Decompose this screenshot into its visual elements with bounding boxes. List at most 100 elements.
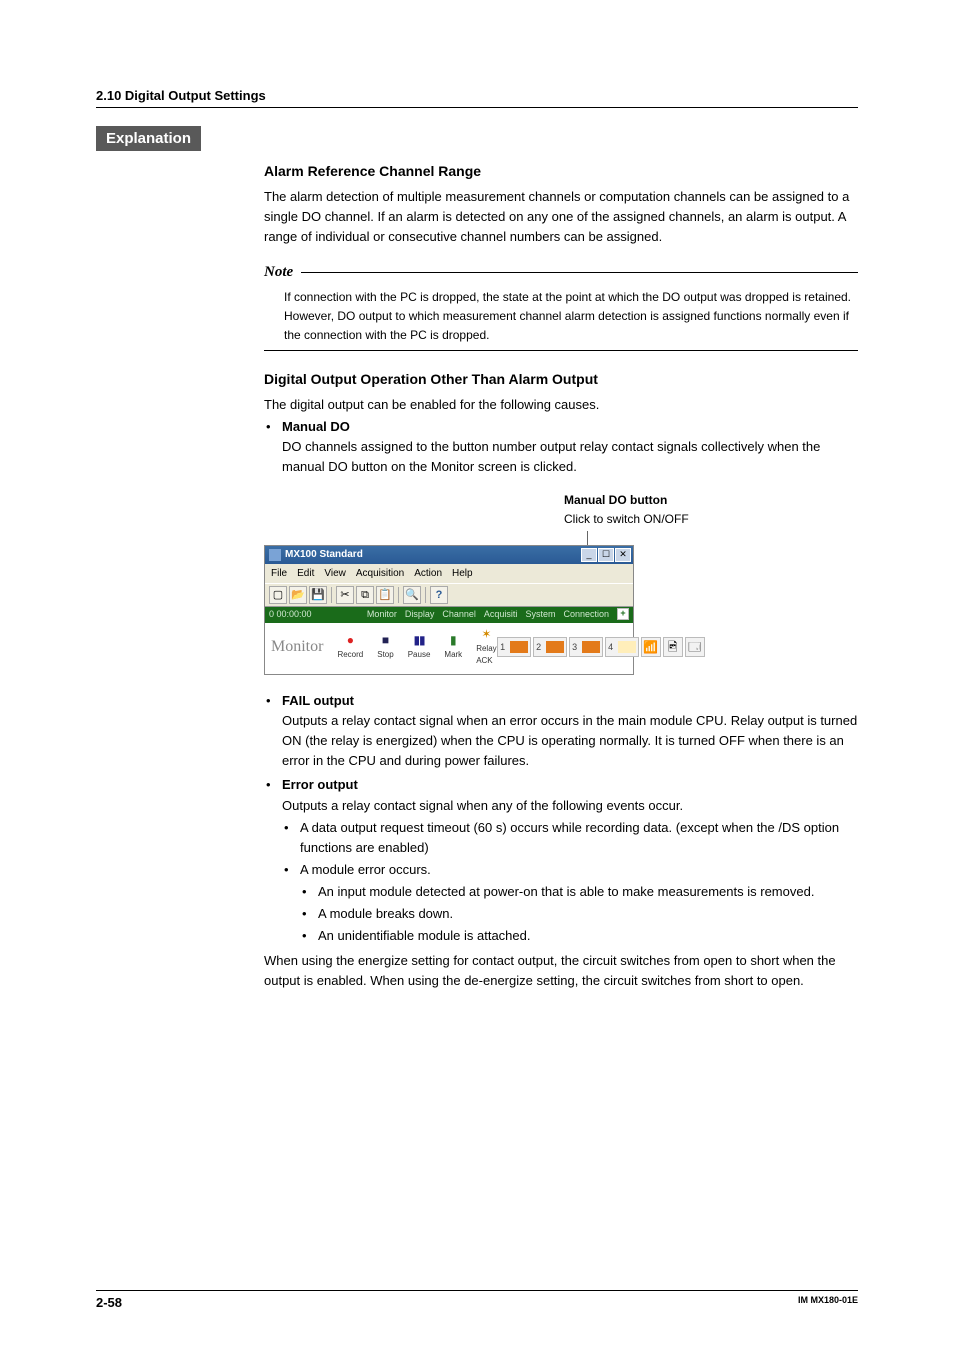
record-icon: ● xyxy=(343,633,357,647)
paste-icon[interactable]: 📋 xyxy=(376,586,394,604)
open-icon[interactable]: 📂 xyxy=(289,586,307,604)
page-number: 2-58 xyxy=(96,1295,122,1310)
window-controls: _ ☐ ✕ xyxy=(581,548,631,562)
close-button[interactable]: ✕ xyxy=(615,548,631,562)
error-lead: Outputs a relay contact signal when any … xyxy=(282,796,858,816)
mark-button[interactable]: ▮ Mark xyxy=(444,633,462,661)
relay-ack-button[interactable]: ✶ Relay ACK xyxy=(476,627,496,668)
monitor-row: Monitor ● Record ■ Stop ▮▮ Pause ▮ xyxy=(265,623,633,674)
alarm-ref-body: The alarm detection of multiple measurem… xyxy=(264,187,858,247)
menu-view[interactable]: View xyxy=(324,566,346,582)
error-module-label: A module error occurs. xyxy=(300,862,431,877)
pause-label: Pause xyxy=(408,649,431,661)
doc-id: IM MX180-01E xyxy=(798,1295,858,1310)
tab-monitor[interactable]: Monitor xyxy=(367,608,397,622)
record-label: Record xyxy=(337,649,363,661)
fail-body: Outputs a relay contact signal when an e… xyxy=(282,711,858,771)
toolbar: ▢ 📂 💾 ✂ ⧉ 📋 🔍 ? xyxy=(265,583,633,607)
energize-paragraph: When using the energize setting for cont… xyxy=(264,951,858,991)
error-output-item: Error output Outputs a relay contact sig… xyxy=(264,775,858,946)
manual-do-list: Manual DO DO channels assigned to the bu… xyxy=(264,417,858,477)
error-sub-breaks: A module breaks down. xyxy=(300,904,858,924)
tab-acquisition[interactable]: Acquisiti xyxy=(484,608,518,622)
find-icon[interactable]: 🔍 xyxy=(403,586,421,604)
manual-do-button-2[interactable]: 2 xyxy=(533,637,567,657)
do-state-on-icon xyxy=(618,641,636,653)
manual-do-body: DO channels assigned to the button numbe… xyxy=(282,437,858,477)
copy-icon[interactable]: ⧉ xyxy=(356,586,374,604)
digital-out-lead: The digital output can be enabled for th… xyxy=(264,395,858,415)
fail-error-list: FAIL output Outputs a relay contact sign… xyxy=(264,691,858,947)
error-sub-removed: An input module detected at power-on tha… xyxy=(300,882,858,902)
note-body: If connection with the PC is dropped, th… xyxy=(264,284,858,348)
page-footer: 2-58 IM MX180-01E xyxy=(96,1290,858,1310)
mark-label: Mark xyxy=(444,649,462,661)
toolbar-separator xyxy=(425,587,426,603)
do-number: 2 xyxy=(534,641,544,655)
error-sub-unident: An unidentifiable module is attached. xyxy=(300,926,858,946)
status-strip: 0 00:00:00 Monitor Display Channel Acqui… xyxy=(265,607,633,623)
menu-help[interactable]: Help xyxy=(452,566,473,582)
app-screenshot: MX100 Standard _ ☐ ✕ File Edit View Acqu… xyxy=(264,545,634,675)
elapsed-timer: 0 00:00:00 xyxy=(269,608,312,622)
alarm-ref-heading: Alarm Reference Channel Range xyxy=(264,161,858,183)
toolbar-separator xyxy=(398,587,399,603)
panel-icon-c[interactable]: 🗔 xyxy=(685,637,705,657)
maximize-button[interactable]: ☐ xyxy=(598,548,614,562)
fail-label: FAIL output xyxy=(282,693,354,708)
record-button[interactable]: ● Record xyxy=(337,633,363,661)
explanation-badge: Explanation xyxy=(96,126,201,151)
fail-output-item: FAIL output Outputs a relay contact sign… xyxy=(264,691,858,772)
panel-icon-a[interactable]: 📶 xyxy=(641,637,661,657)
do-number: 3 xyxy=(570,641,580,655)
window-title: MX100 Standard xyxy=(285,547,363,563)
manual-do-panel: 1 2 3 4 📶 🖻 xyxy=(497,637,705,657)
tab-display[interactable]: Display xyxy=(405,608,435,622)
tab-connection[interactable]: Connection xyxy=(563,608,609,622)
tab-channel[interactable]: Channel xyxy=(442,608,476,622)
stop-label: Stop xyxy=(377,649,393,661)
stop-button[interactable]: ■ Stop xyxy=(377,633,393,661)
menubar: File Edit View Acquisition Action Help xyxy=(265,564,633,584)
help-icon[interactable]: ? xyxy=(430,586,448,604)
document-page: 2.10 Digital Output Settings Explanation… xyxy=(0,0,954,1350)
callout: Manual DO button Click to switch ON/OFF xyxy=(564,491,858,528)
app-icon xyxy=(269,549,281,561)
titlebar: MX100 Standard _ ☐ ✕ xyxy=(265,546,633,564)
mark-icon: ▮ xyxy=(446,633,460,647)
callout-title: Manual DO button xyxy=(564,491,858,510)
callout-pointer xyxy=(587,531,588,545)
manual-do-item: Manual DO DO channels assigned to the bu… xyxy=(264,417,858,477)
cut-icon[interactable]: ✂ xyxy=(336,586,354,604)
stop-icon: ■ xyxy=(378,633,392,647)
menu-acquisition[interactable]: Acquisition xyxy=(356,566,404,582)
do-number: 1 xyxy=(498,641,508,655)
panel-icon-b[interactable]: 🖻 xyxy=(663,637,683,657)
do-state-off-icon xyxy=(510,641,528,653)
pause-icon: ▮▮ xyxy=(412,633,426,647)
menu-action[interactable]: Action xyxy=(414,566,442,582)
new-icon[interactable]: ▢ xyxy=(269,586,287,604)
pause-button[interactable]: ▮▮ Pause xyxy=(408,633,431,661)
menu-edit[interactable]: Edit xyxy=(297,566,314,582)
menu-file[interactable]: File xyxy=(271,566,287,582)
toolbar-separator xyxy=(331,587,332,603)
manual-do-button-3[interactable]: 3 xyxy=(569,637,603,657)
do-state-off-icon xyxy=(582,641,600,653)
manual-do-label: Manual DO xyxy=(282,419,350,434)
relay-ack-icon: ✶ xyxy=(479,627,493,641)
header-rule xyxy=(96,107,858,108)
minimize-button[interactable]: _ xyxy=(581,548,597,562)
error-sublist: A data output request timeout (60 s) occ… xyxy=(282,818,858,947)
callout-sub: Click to switch ON/OFF xyxy=(564,510,858,529)
expand-icon[interactable]: + xyxy=(617,608,629,620)
note-bottom-rule xyxy=(264,350,858,351)
tab-system[interactable]: System xyxy=(525,608,555,622)
error-module: A module error occurs. An input module d… xyxy=(282,860,858,947)
monitor-label: Monitor xyxy=(271,635,323,660)
save-icon[interactable]: 💾 xyxy=(309,586,327,604)
manual-do-button-4[interactable]: 4 xyxy=(605,637,639,657)
manual-do-button-1[interactable]: 1 xyxy=(497,637,531,657)
error-timeout: A data output request timeout (60 s) occ… xyxy=(282,818,858,858)
content-area: Alarm Reference Channel Range The alarm … xyxy=(264,161,858,991)
